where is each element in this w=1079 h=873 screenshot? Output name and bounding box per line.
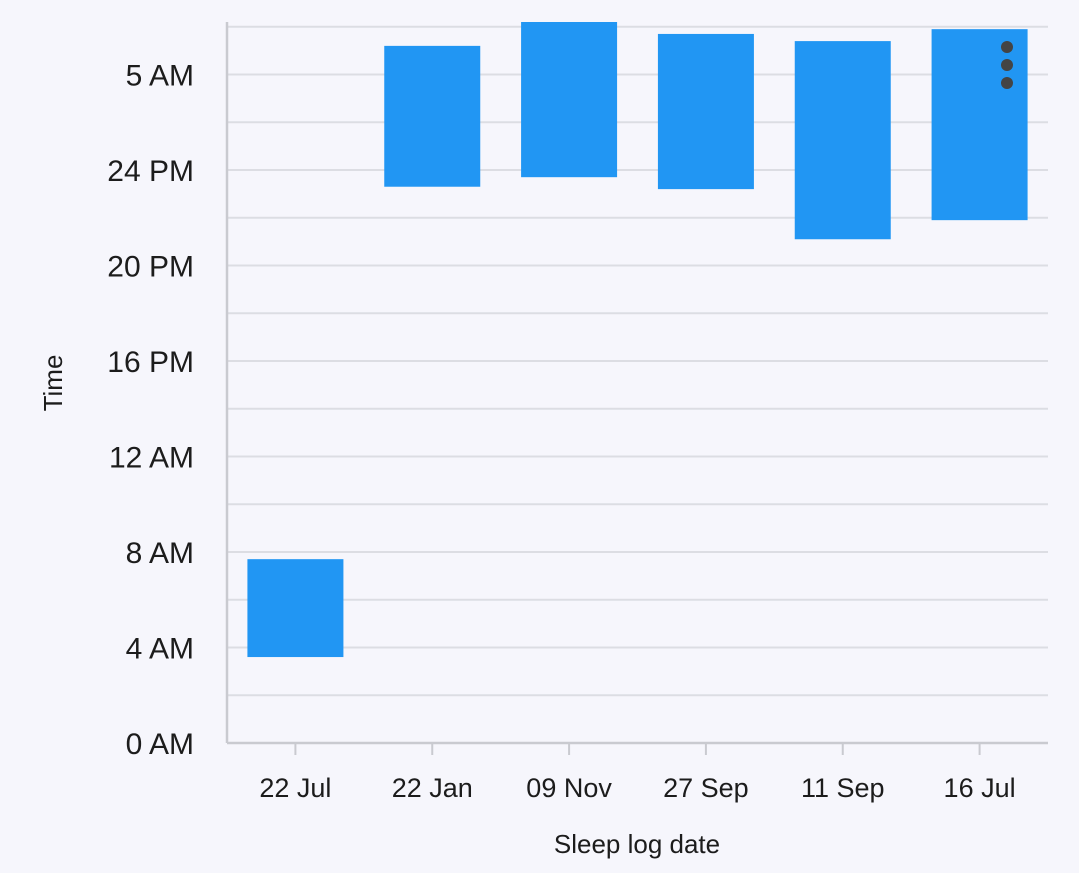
grid-layer (227, 25, 1048, 697)
y-tick-label: 20 PM (107, 251, 194, 284)
axes-layer (225, 22, 1048, 755)
y-axis-title: Time (38, 355, 68, 412)
x-axis-title: Sleep log date (554, 829, 720, 859)
y-tick-label: 0 AM (126, 728, 194, 761)
sleep-bar[interactable] (247, 559, 344, 658)
y-tick-label: 12 AM (109, 442, 194, 475)
x-tick-label: 22 Jan (392, 773, 473, 803)
x-tick-label: 22 Jul (259, 773, 331, 803)
x-tick-label: 27 Sep (663, 773, 749, 803)
sleep-bar[interactable] (521, 22, 618, 178)
more-vert-icon[interactable] (990, 36, 1024, 96)
sleep-bar[interactable] (384, 45, 481, 187)
sleep-bar[interactable] (657, 33, 754, 190)
x-tick-label: 09 Nov (526, 773, 612, 803)
y-tick-label: 16 PM (107, 346, 194, 379)
y-tick-label: 5 AM (126, 60, 194, 93)
y-tick-label: 8 AM (126, 537, 194, 570)
y-tick-label: 4 AM (126, 633, 194, 666)
bars-layer (247, 22, 1028, 658)
x-tick-label: 11 Sep (801, 773, 885, 803)
sleep-bar[interactable] (794, 41, 891, 240)
y-tick-label: 24 PM (107, 155, 194, 188)
sleep-bar[interactable] (931, 29, 1028, 221)
labels-layer: 0 AM 4 AM 8 AM 12 AM 16 PM 20 PM 24 PM 5 AM 22 J… (107, 60, 1015, 803)
x-tick-label: 16 Jul (944, 773, 1016, 803)
